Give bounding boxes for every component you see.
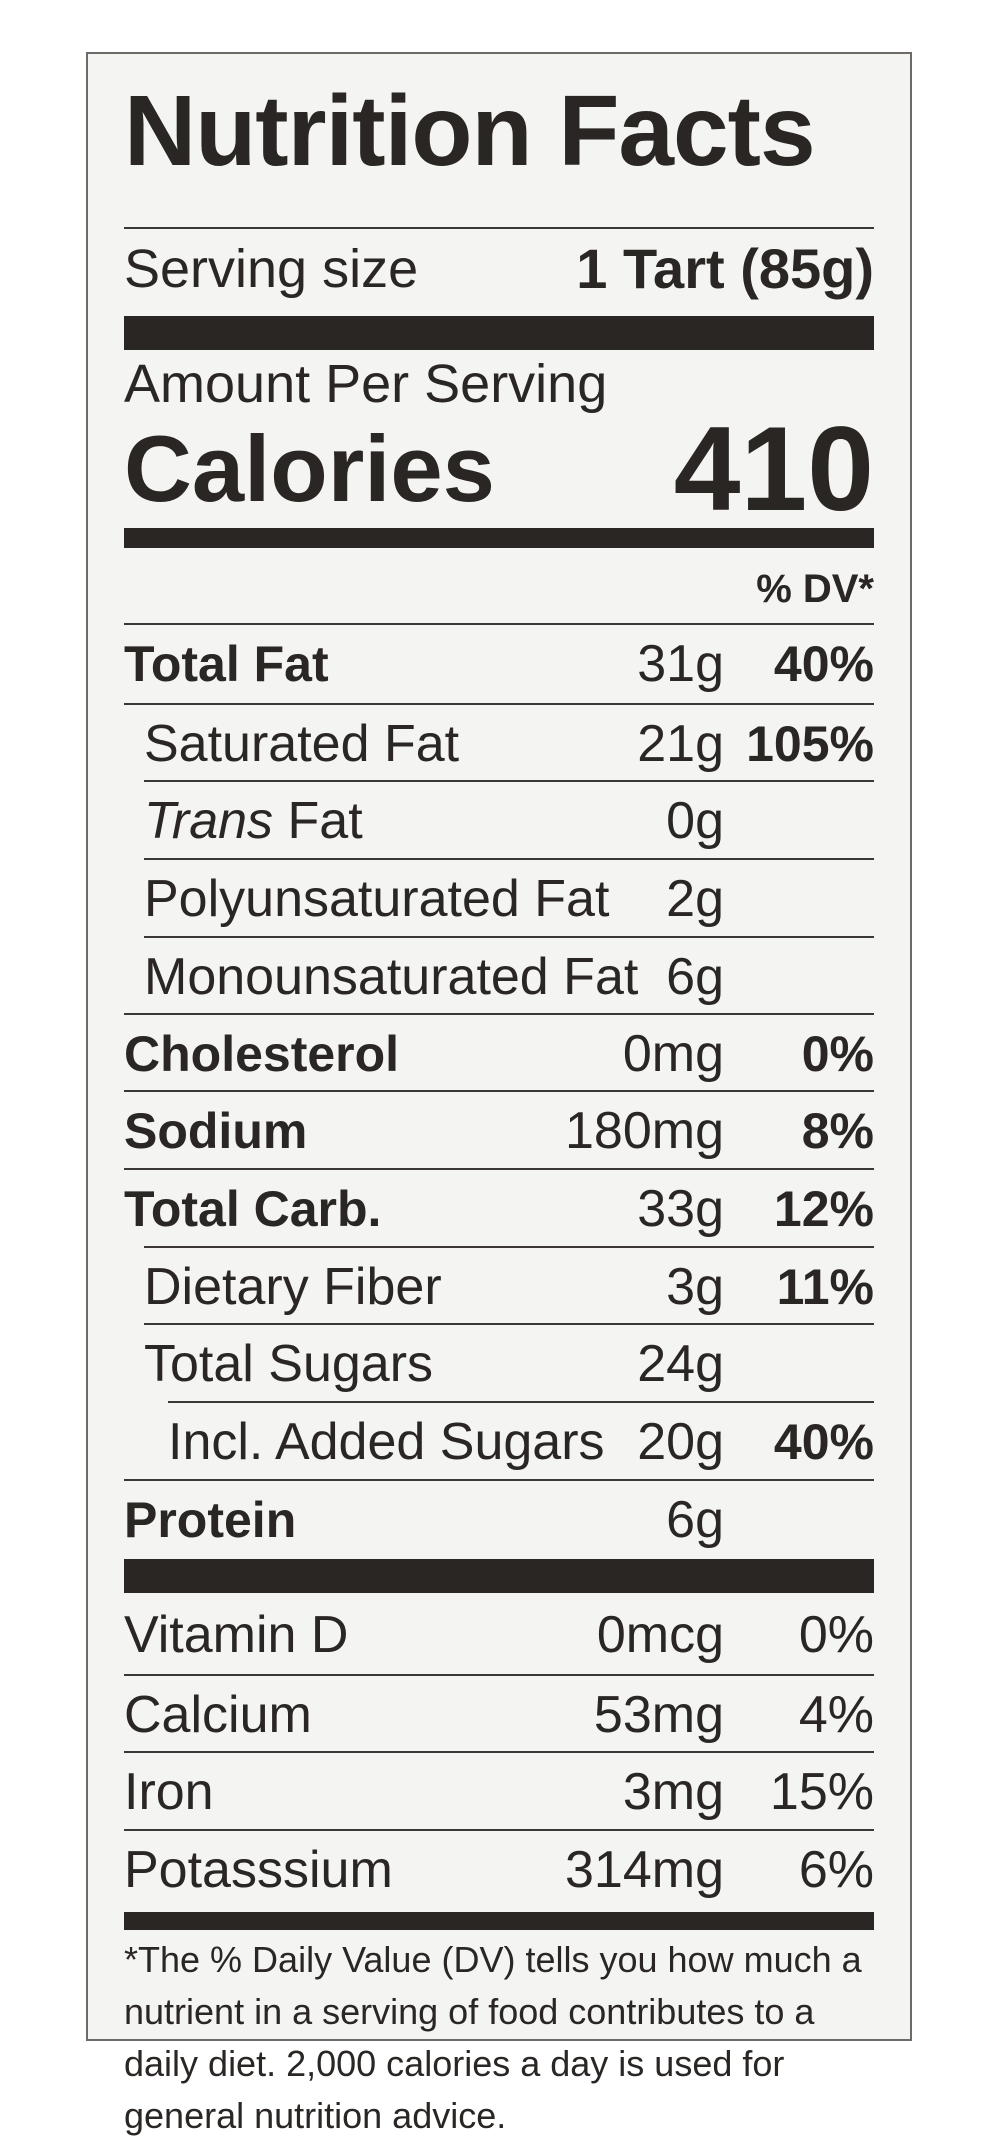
thick-divider [124,1559,874,1593]
nutrient-row-trans-fat: Trans Fat 0g [124,783,874,860]
divider [124,1013,874,1015]
vitamin-row-vitamin-d: Vitamin D 0mcg 0% [124,1597,874,1674]
nutrient-row-sodium: Sodium 180mg 8% [124,1093,874,1170]
nutrient-amount: 31g [637,635,724,693]
nutrient-row-total-carb: Total Carb. 33g 12% [124,1171,874,1248]
nutrient-amount: 33g [637,1180,724,1238]
divider [124,703,874,705]
nutrient-dv: 40% [773,636,874,692]
nutrition-label: Nutrition Facts Serving size 1 Tart (85g… [86,52,912,2136]
divider [144,780,874,782]
nutrient-row-dietary-fiber: Dietary Fiber 3g 11% [124,1249,874,1326]
nutrient-name-italic: Trans [144,792,274,850]
nutrient-amount: 0g [666,792,724,850]
vitamin-dv: 6% [798,1841,874,1899]
serving-size-value: 1 Tart (85g) [576,237,874,300]
vitamin-name: Potasssium [124,1841,393,1899]
nutrient-amount: 0mg [622,1025,724,1083]
nutrient-name: Cholesterol [124,1026,400,1082]
calories-value: 410 [673,402,874,536]
nutrient-name: Incl. Added Sugars [168,1413,605,1471]
amount-per-serving: Amount Per Serving [124,354,608,414]
nutrient-name: Saturated Fat [144,715,460,773]
nutrient-amount: 24g [637,1335,724,1393]
divider [124,227,874,229]
nutrient-row-total-fat: Total Fat 31g 40% [124,626,874,703]
daily-value-footnote: *The % Daily Value (DV) tells you how mu… [124,1939,862,2136]
vitamin-name: Iron [124,1763,214,1821]
nutrient-dv: 105% [746,716,874,772]
nutrient-name: Polyunsaturated Fat [144,870,610,928]
label-title: Nutrition Facts [124,75,816,187]
nutrient-name-rest: Fat [273,792,363,850]
divider [124,623,874,625]
nutrient-dv: 40% [773,1414,874,1470]
vitamin-row-iron: Iron 3mg 15% [124,1754,874,1831]
divider [124,1168,874,1170]
vitamin-name: Vitamin D [124,1606,349,1664]
calories-row: Calories 410 [124,404,874,534]
vitamin-name: Calcium [124,1686,312,1744]
nutrient-amount: 180mg [565,1102,724,1160]
nutrient-name: Sodium [124,1103,308,1159]
nutrient-amount: 6g [666,1491,724,1549]
nutrient-name: Dietary Fiber [144,1258,442,1316]
nutrient-row-added-sugars: Incl. Added Sugars 20g 40% [124,1404,874,1481]
nutrient-amount: 3g [666,1258,724,1316]
nutrient-row-saturated-fat: Saturated Fat 21g 105% [124,706,874,783]
nutrient-amount: 6g [666,948,724,1006]
nutrient-name: Monounsaturated Fat [144,948,639,1006]
serving-size-row: Serving size 1 Tart (85g) [124,234,874,304]
nutrient-amount: 21g [637,715,724,773]
divider [124,1090,874,1092]
calories-label: Calories [124,416,495,521]
nutrient-row-protein: Protein 6g [124,1482,874,1559]
divider [124,1751,874,1753]
nutrient-dv: 12% [773,1181,874,1237]
divider [144,858,874,860]
nutrient-dv: 0% [801,1026,874,1082]
divider [144,1323,874,1325]
vitamin-dv: 4% [798,1686,874,1744]
divider [124,1479,874,1481]
nutrient-name: Total Carb. [124,1181,382,1237]
divider [124,1829,874,1831]
nutrient-name: Protein [124,1492,297,1548]
vitamin-amount: 53mg [593,1686,724,1744]
dv-header: % DV* [756,567,874,611]
vitamin-dv: 0% [798,1606,874,1664]
thick-divider [124,1912,874,1930]
nutrient-row-total-sugars: Total Sugars 24g [124,1326,874,1403]
nutrient-dv: 8% [801,1103,874,1159]
vitamin-amount: 3mg [622,1763,724,1821]
serving-size-label: Serving size [124,239,419,299]
nutrient-row-monounsaturated-fat: Monounsaturated Fat 6g [124,939,874,1016]
divider [144,1246,874,1248]
vitamin-amount: 0mcg [596,1606,724,1664]
nutrient-name: Trans Fat [144,783,363,860]
thick-divider [124,528,874,548]
vitamin-dv: 15% [769,1763,874,1821]
nutrient-name: Total Fat [124,636,329,692]
divider [124,1674,874,1676]
vitamin-row-calcium: Calcium 53mg 4% [124,1677,874,1754]
vitamin-row-potassium: Potasssium 314mg 6% [124,1832,874,1909]
divider [144,936,874,938]
thick-divider [124,316,874,350]
nutrient-amount: 20g [637,1413,724,1471]
vitamin-amount: 314mg [565,1841,724,1899]
nutrient-row-polyunsaturated-fat: Polyunsaturated Fat 2g [124,861,874,938]
nutrient-row-cholesterol: Cholesterol 0mg 0% [124,1016,874,1093]
nutrient-name: Total Sugars [144,1335,434,1393]
divider [168,1401,874,1403]
nutrient-amount: 2g [666,870,724,928]
nutrient-dv: 11% [776,1259,874,1315]
